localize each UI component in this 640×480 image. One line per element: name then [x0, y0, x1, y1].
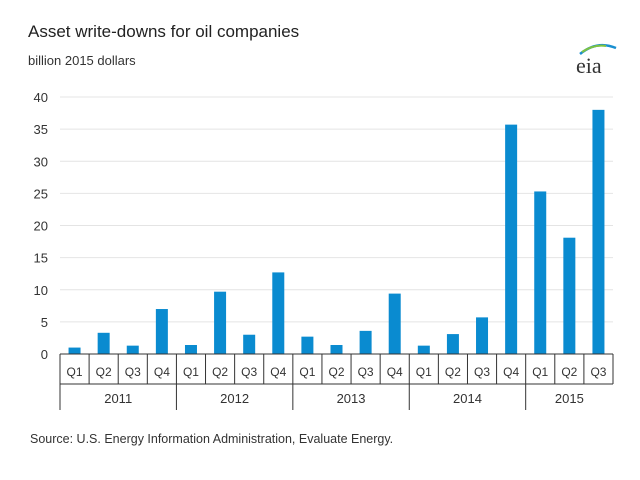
y-tick-label: 40	[34, 90, 48, 105]
bar	[563, 237, 576, 354]
x-tick-label: Q3	[125, 365, 141, 379]
bar	[388, 293, 401, 354]
x-tick-label: Q2	[328, 365, 344, 379]
group-label: 2012	[220, 391, 249, 406]
bar	[126, 345, 139, 354]
x-tick-label: Q1	[416, 365, 432, 379]
y-tick-label: 10	[34, 283, 48, 298]
bar	[534, 191, 547, 354]
y-tick-label: 15	[34, 251, 48, 266]
x-tick-label: Q1	[532, 365, 548, 379]
source-note: Source: U.S. Energy Information Administ…	[30, 432, 394, 446]
bar	[184, 345, 197, 354]
group-label: 2011	[104, 391, 132, 406]
x-tick-label: Q2	[445, 365, 461, 379]
x-tick-label: Q3	[474, 365, 490, 379]
bar	[301, 336, 314, 354]
group-label: 2013	[337, 391, 366, 406]
y-tick-label: 30	[34, 154, 48, 169]
bar	[446, 334, 459, 354]
x-tick-label: Q4	[154, 365, 170, 379]
svg-text:eia: eia	[576, 53, 602, 76]
bar	[417, 345, 430, 354]
y-tick-label: 0	[41, 347, 48, 362]
bar	[155, 309, 168, 354]
bar	[505, 124, 518, 354]
x-tick-label: Q2	[212, 365, 228, 379]
bar	[476, 317, 489, 354]
x-tick-label: Q1	[299, 365, 315, 379]
group-label: 2015	[555, 391, 584, 406]
bar	[359, 330, 372, 354]
chart-title: Asset write-downs for oil companies	[28, 22, 300, 41]
bar	[592, 109, 605, 354]
y-tick-label: 20	[34, 219, 48, 234]
x-tick-label: Q3	[358, 365, 374, 379]
bar	[243, 334, 256, 354]
chart-subtitle: billion 2015 dollars	[28, 53, 136, 68]
eia-logo: eia	[576, 43, 617, 76]
x-tick-label: Q3	[241, 365, 257, 379]
bar	[272, 272, 285, 354]
bar	[330, 345, 343, 354]
x-tick-label: Q3	[590, 365, 606, 379]
y-tick-label: 25	[34, 186, 48, 201]
group-label: 2014	[453, 391, 482, 406]
bar	[214, 291, 227, 354]
x-tick-label: Q1	[67, 365, 83, 379]
bar	[68, 347, 81, 354]
x-tick-label: Q1	[183, 365, 199, 379]
x-tick-label: Q4	[387, 365, 403, 379]
bar	[97, 332, 110, 354]
y-tick-label: 5	[41, 315, 48, 330]
x-tick-label: Q2	[561, 365, 577, 379]
x-tick-label: Q4	[503, 365, 519, 379]
x-tick-label: Q2	[96, 365, 112, 379]
x-tick-label: Q4	[270, 365, 286, 379]
y-tick-label: 35	[34, 122, 48, 137]
